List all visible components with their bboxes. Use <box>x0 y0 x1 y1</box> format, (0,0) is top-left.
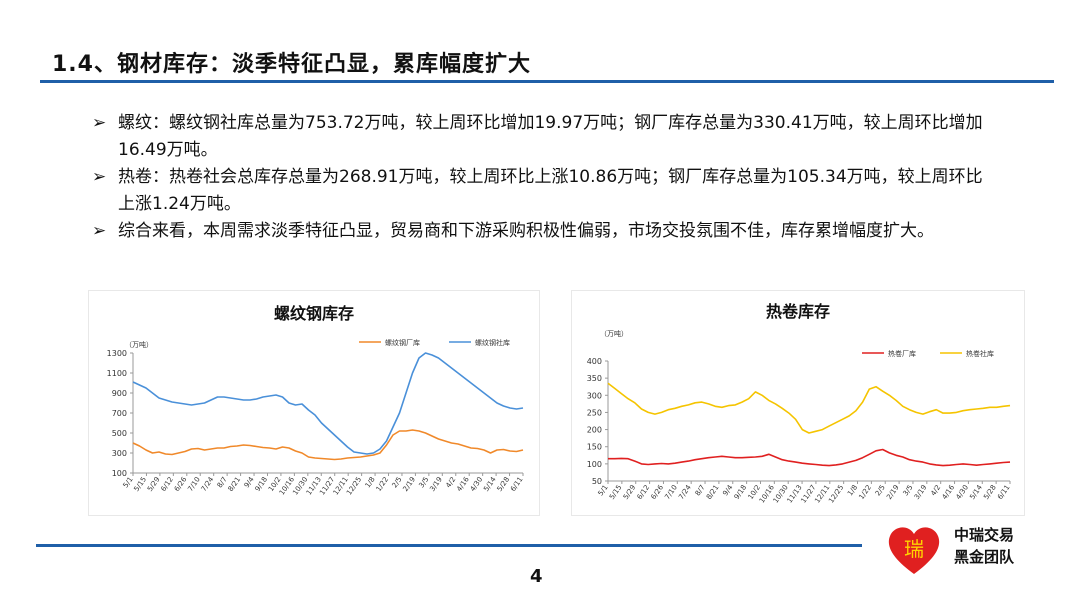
right-arrow-icon: ➢ <box>92 221 107 241</box>
x-tick-label: 12/25 <box>345 476 363 497</box>
y-tick-label: 250 <box>587 408 602 417</box>
x-tick-label: 5/15 <box>608 484 624 501</box>
x-tick-label: 5/14 <box>482 475 498 493</box>
y-tick-label: 400 <box>587 357 602 366</box>
chart-title: 热卷库存 <box>766 302 830 321</box>
x-tick-label: 1/22 <box>857 484 873 501</box>
y-tick-label: 500 <box>112 429 127 438</box>
x-tick-label: 5/15 <box>133 476 149 493</box>
series-line-0 <box>132 429 524 461</box>
y-unit-label: （万吨） <box>125 340 153 349</box>
bullet-item: ➢ 热卷：热卷社会总库存总量为268.91万吨，较上周环比上涨10.86万吨；钢… <box>92 164 992 218</box>
y-tick-label: 300 <box>587 391 602 400</box>
y-unit-label: （万吨） <box>600 329 628 338</box>
bottom-divider <box>36 544 862 547</box>
legend-label: 热卷厂库 <box>888 349 916 358</box>
x-tick-label: 5/28 <box>982 484 998 501</box>
bullet-text-summary: 综合来看，本周需求淡季特征凸显，贸易商和下游采购积极性偏弱，市场交投氛围不佳，库… <box>118 221 934 241</box>
legend-label: 螺纹钢社库 <box>475 338 510 347</box>
logo-char: 瑞 <box>904 537 924 561</box>
x-tick-label: 9/18 <box>254 476 270 493</box>
bullet-list: ➢ 螺纹：螺纹钢社库总量为753.72万吨，较上周环比增加19.97万吨；钢厂库… <box>92 110 992 245</box>
x-tick-label: 7/24 <box>677 483 693 501</box>
x-tick-label: 7/10 <box>663 484 679 501</box>
series-line-0 <box>608 448 1011 467</box>
rebar-chart-panel: 螺纹钢库存 （万吨） 100 300 500 700 900 1100 1300 5/1 5/15 5… <box>88 290 540 516</box>
x-tick-label: 4/30 <box>469 476 485 493</box>
rebar-inventory-chart: 螺纹钢库存（万吨）100300500700900110013005/15/155… <box>107 304 525 497</box>
hrc-chart-panel: 热卷库存 （万吨） 50 100 150 200 250 300 350 400 5/1 5/15 5/… <box>571 290 1025 516</box>
y-tick-label: 1100 <box>107 369 127 378</box>
y-tick-label: 50 <box>592 477 602 486</box>
logo-line-1: 中瑞交易 <box>954 526 1015 544</box>
x-tick-label: 6/26 <box>650 483 666 501</box>
legend-label: 热卷社库 <box>966 349 994 358</box>
heart-logo-icon: 瑞 <box>884 522 944 578</box>
series-line-1 <box>132 352 524 455</box>
y-tick-label: 700 <box>112 409 127 418</box>
bullet-item: ➢ 综合来看，本周需求淡季特征凸显，贸易商和下游采购积极性偏弱，市场交投氛围不佳… <box>92 218 992 245</box>
x-tick-label: 5/29 <box>146 476 162 493</box>
title-divider <box>40 80 1054 83</box>
x-tick-label: 6/12 <box>636 484 652 501</box>
x-tick-label: 5/29 <box>622 484 638 501</box>
legend-label: 螺纹钢厂库 <box>385 338 420 347</box>
x-tick-label: 8/21 <box>227 476 243 493</box>
x-tick-label: 6/11 <box>509 476 525 493</box>
bullet-item: ➢ 螺纹：螺纹钢社库总量为753.72万吨，较上周环比增加19.97万吨；钢厂库… <box>92 110 992 164</box>
x-tick-label: 8/21 <box>705 484 721 501</box>
x-tick-label: 7/24 <box>200 475 216 493</box>
x-tick-label: 6/12 <box>159 476 175 493</box>
y-tick-label: 150 <box>587 443 602 452</box>
y-tick-label: 350 <box>587 374 602 383</box>
x-tick-label: 12/25 <box>827 484 845 505</box>
x-tick-label: 3/19 <box>913 484 929 501</box>
x-tick-label: 3/19 <box>428 476 444 493</box>
y-tick-label: 900 <box>112 389 127 398</box>
page-number: 4 <box>530 566 543 587</box>
x-tick-label: 2/19 <box>885 484 901 501</box>
x-tick-label: 6/11 <box>996 484 1012 501</box>
bullet-text-rebar: 螺纹：螺纹钢社库总量为753.72万吨，较上周环比增加19.97万吨；钢厂库存总… <box>118 113 983 160</box>
y-tick-label: 300 <box>112 449 127 458</box>
logo-text: 中瑞交易 黑金团队 <box>954 524 1014 568</box>
x-tick-label: 5/14 <box>968 483 984 501</box>
x-tick-label: 9/18 <box>733 484 749 501</box>
y-tick-label: 200 <box>587 426 602 435</box>
right-arrow-icon: ➢ <box>92 113 107 133</box>
x-tick-label: 7/10 <box>186 476 202 493</box>
y-tick-label: 1300 <box>107 349 127 358</box>
y-tick-label: 100 <box>112 469 127 478</box>
bullet-text-hrc: 热卷：热卷社会总库存总量为268.91万吨，较上周环比上涨10.86万吨；钢厂库… <box>118 167 983 214</box>
x-tick-label: 5/28 <box>496 476 512 493</box>
x-tick-label: 4/30 <box>954 484 970 501</box>
hrc-inventory-chart: 热卷库存（万吨）501001502002503003504005/15/155/… <box>587 302 1012 505</box>
chart-title: 螺纹钢库存 <box>274 304 354 323</box>
right-arrow-icon: ➢ <box>92 167 107 187</box>
x-tick-label: 6/26 <box>173 475 189 493</box>
x-tick-label: 4/16 <box>455 475 471 493</box>
x-tick-label: 4/16 <box>941 483 957 501</box>
x-tick-label: 2/19 <box>401 476 417 493</box>
slide-title: 1.4、钢材库存：淡季特征凸显，累库幅度扩大 <box>52 52 531 77</box>
x-tick-label: 1/22 <box>375 476 391 493</box>
logo-line-2: 黑金团队 <box>954 548 1015 566</box>
y-tick-label: 100 <box>587 460 602 469</box>
series-line-1 <box>607 382 1011 434</box>
